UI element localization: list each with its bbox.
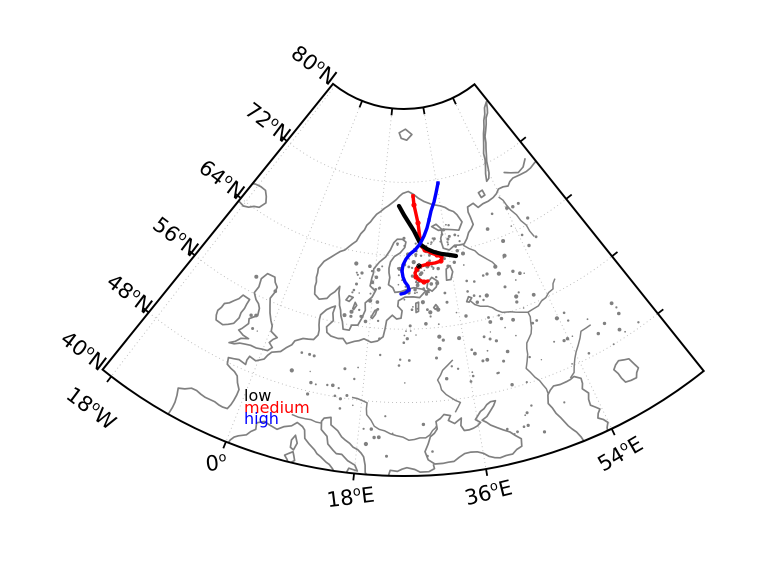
longitude-tick: [422, 107, 426, 115]
latitude-tick: [280, 135, 288, 142]
axis-ticks: [106, 97, 664, 481]
trajectory-medium: [411, 194, 444, 284]
coastline: [351, 301, 358, 311]
coastline: [164, 158, 539, 419]
trajectory-marker: [421, 279, 427, 285]
trajectory-marker: [425, 261, 431, 267]
coastline: [503, 158, 526, 174]
legend-item-low: low: [244, 386, 272, 405]
trajectory-high: [399, 181, 440, 296]
longitude-tick: [358, 100, 363, 108]
longitude-tick: [390, 108, 394, 116]
river: [569, 324, 592, 379]
coastline: [370, 308, 378, 320]
river: [498, 196, 535, 237]
coastline: [424, 399, 523, 465]
coastline: [432, 303, 439, 311]
river: [291, 413, 322, 424]
asterisk-marker: [416, 263, 422, 269]
legend: low medium high: [244, 386, 310, 428]
trajectory-marker: [400, 269, 404, 273]
coastline: [283, 450, 296, 465]
trajectory-marker: [427, 218, 431, 222]
legend-item-medium: medium: [244, 397, 310, 417]
river: [462, 244, 497, 267]
lake-speckles: [249, 201, 640, 458]
rivers: [291, 196, 592, 441]
longitude-label: 18oW: [62, 382, 121, 435]
coastline: [386, 464, 436, 477]
longitude-label: 36oE: [462, 475, 514, 510]
coastline: [345, 294, 355, 303]
latitude-tick: [565, 193, 573, 200]
coastline: [226, 420, 336, 474]
longitude-tick: [452, 97, 457, 105]
longitude-gridline: [422, 107, 487, 469]
trajectory-marker: [411, 202, 417, 208]
trajectory-marker: [413, 248, 417, 252]
trajectory-marker: [436, 181, 440, 185]
coastline: [465, 295, 473, 303]
map-frame: [101, 82, 706, 478]
latitude-tick: [611, 251, 619, 258]
coastline: [613, 357, 640, 383]
trajectory-marker: [407, 288, 411, 292]
latitude-gridline: [240, 197, 567, 257]
map-interior: [110, 85, 659, 477]
trajectory-marker: [438, 258, 444, 264]
longitude-tick: [352, 473, 355, 481]
latitude-tick: [142, 307, 150, 314]
coastline: [482, 100, 490, 183]
coastline: [398, 128, 413, 142]
river: [527, 278, 556, 313]
trajectory-marker: [413, 274, 419, 280]
trajectories: [396, 181, 459, 296]
coastline: [445, 264, 454, 282]
longitude-label: 18oE: [325, 483, 376, 513]
latitude-gridline: [148, 312, 659, 403]
coastline: [289, 434, 299, 451]
longitude-tick: [485, 468, 489, 476]
river: [351, 396, 437, 441]
trajectory-marker: [411, 194, 415, 198]
longitude-gridline: [452, 97, 613, 429]
longitude-label: 0o: [204, 450, 228, 476]
river: [436, 359, 462, 413]
coastline: [414, 301, 420, 314]
coastline: [477, 189, 486, 199]
coastline: [320, 416, 370, 477]
coastline: [215, 294, 251, 326]
graticule: [110, 85, 659, 474]
longitude-gridline: [353, 108, 393, 474]
latitude-tick: [657, 308, 664, 315]
latitude-tick: [234, 193, 242, 199]
coastline: [228, 272, 279, 352]
longitude-tick: [222, 441, 227, 449]
river: [469, 300, 549, 395]
legend-item-high: high: [244, 409, 279, 428]
latitude-tick: [188, 250, 196, 257]
longitude-gridline: [110, 85, 336, 377]
longitude-label: 54oE: [594, 432, 648, 477]
latitude-tick: [519, 136, 527, 143]
longitude-tick: [610, 428, 616, 436]
trajectory-marker: [415, 220, 421, 226]
coastlines: [164, 100, 640, 477]
longitude-tick: [106, 375, 113, 383]
coastline: [547, 375, 609, 444]
